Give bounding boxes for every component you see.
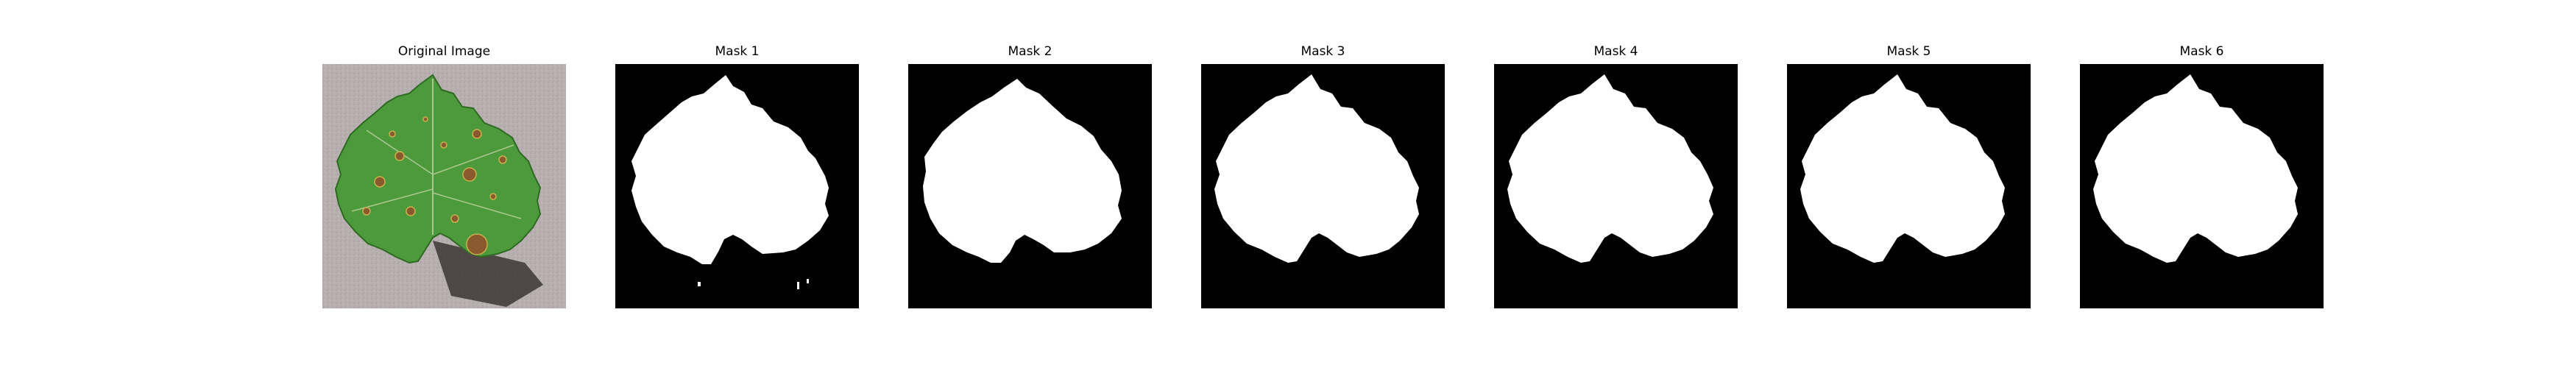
original-leaf-photo <box>322 64 566 308</box>
panel-mask-6: Mask 6 <box>2080 44 2324 311</box>
mask-5-image <box>1787 64 2031 308</box>
mask-4-image <box>1494 64 1738 308</box>
panel-title: Mask 3 <box>1301 44 1345 59</box>
panel-mask-4: Mask 4 <box>1494 44 1738 311</box>
mask-6-image <box>2080 64 2324 308</box>
mask-3-image <box>1201 64 1445 308</box>
panel-title: Mask 4 <box>1593 44 1638 59</box>
panel-mask-3: Mask 3 <box>1201 44 1445 311</box>
panel-title: Mask 5 <box>1886 44 1931 59</box>
panel-title: Original Image <box>397 44 491 59</box>
panel-title: Mask 1 <box>715 44 760 59</box>
panel-mask-5: Mask 5 <box>1787 44 2031 311</box>
mask-2-image <box>908 64 1152 308</box>
panel-original-image: Original Image <box>322 44 566 311</box>
panel-mask-1: Mask 1 <box>615 44 859 311</box>
panel-mask-2: Mask 2 <box>908 44 1152 311</box>
mask-1-image <box>615 64 859 308</box>
panel-title: Mask 2 <box>1008 44 1052 59</box>
panel-title: Mask 6 <box>2179 44 2224 59</box>
